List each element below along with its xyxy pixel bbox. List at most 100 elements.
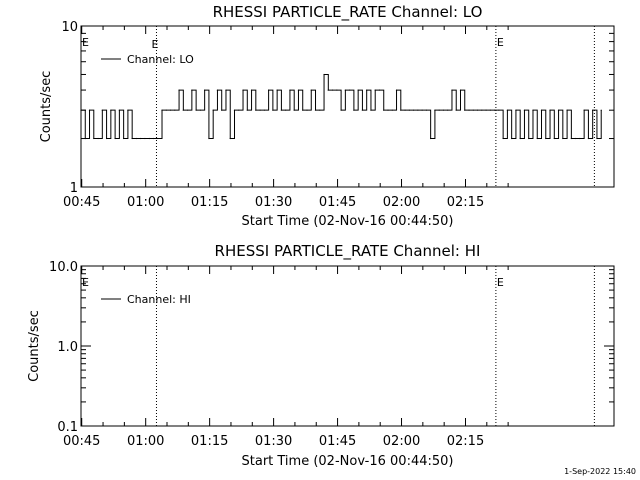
- data-point: [472, 109, 474, 111]
- data-point: [280, 109, 283, 111]
- data-point: [455, 109, 457, 111]
- x-tick-label: 01:45: [319, 195, 356, 210]
- data-point: [494, 109, 496, 111]
- data-point: [515, 109, 517, 111]
- data-point: [523, 109, 526, 111]
- data-point: [528, 137, 530, 140]
- data-point: [135, 137, 138, 140]
- x-tick-label: 01:00: [127, 434, 164, 449]
- data-point: [110, 109, 112, 111]
- data-point: [310, 89, 312, 91]
- y-tick-label: 1.0: [57, 340, 78, 355]
- data-point: [489, 109, 491, 111]
- data-point: [88, 109, 91, 111]
- data-point: [344, 89, 346, 91]
- data-point: [97, 137, 99, 140]
- data-point: [592, 109, 594, 111]
- data-point: [545, 137, 547, 140]
- data-point: [583, 109, 585, 111]
- data-point: [442, 109, 445, 111]
- data-point: [323, 73, 325, 76]
- data-point: [174, 109, 176, 111]
- data-point: [221, 109, 223, 111]
- y-axis-label: Counts/sec: [39, 71, 54, 143]
- data-point: [140, 137, 142, 140]
- data-point: [349, 89, 351, 91]
- x-tick-label: 01:15: [191, 434, 228, 449]
- y-tick-label: 1: [70, 181, 78, 196]
- data-point: [259, 109, 261, 111]
- data-point: [566, 109, 568, 111]
- data-point: [421, 109, 423, 111]
- data-point: [148, 137, 150, 140]
- data-point: [306, 109, 308, 111]
- x-tick-label: 00:45: [63, 195, 100, 210]
- data-point: [391, 109, 393, 111]
- data-point: [242, 89, 244, 91]
- x-tick-label: 01:15: [191, 195, 228, 210]
- series-line-0: [81, 73, 602, 140]
- x-axis-label: Start Time (02-Nov-16 00:44:50): [242, 454, 454, 469]
- data-point: [276, 89, 278, 91]
- data-point: [101, 109, 103, 111]
- data-point: [506, 109, 508, 111]
- data-point: [327, 89, 329, 91]
- data-point: [395, 89, 398, 91]
- data-point: [169, 109, 172, 111]
- data-point: [250, 89, 253, 91]
- data-point: [182, 109, 184, 111]
- data-point: [417, 109, 419, 111]
- data-point: [464, 109, 466, 111]
- data-point: [123, 137, 125, 140]
- data-point: [438, 109, 440, 111]
- data-point: [485, 109, 487, 111]
- data-point: [165, 109, 167, 111]
- data-point: [285, 109, 287, 111]
- y-tick-label: 0.1: [57, 420, 78, 435]
- x-tick-label: 01:30: [255, 195, 292, 210]
- corner-e-label: E: [82, 276, 89, 289]
- x-tick-label: 02:15: [447, 434, 484, 449]
- data-point: [447, 109, 449, 111]
- legend-entry: Channel: LO: [127, 53, 194, 66]
- data-point: [383, 109, 385, 111]
- data-point: [229, 137, 231, 140]
- data-point: [204, 89, 206, 91]
- data-point: [408, 109, 410, 111]
- y-tick-label: 10.0: [49, 260, 78, 275]
- event-marker-label: E: [151, 38, 158, 51]
- data-point: [549, 109, 551, 111]
- data-point: [263, 109, 265, 111]
- data-point: [498, 109, 500, 111]
- data-point: [366, 89, 368, 91]
- data-point: [511, 137, 513, 140]
- data-point: [587, 137, 590, 140]
- x-axis-label: Start Time (02-Nov-16 00:44:50): [242, 214, 454, 229]
- data-point: [272, 109, 274, 111]
- chart-title: RHESSI PARTICLE_RATE Channel: HI: [215, 242, 481, 261]
- data-point: [459, 89, 462, 91]
- plot-frame: [80, 265, 615, 427]
- plot-frame: [80, 25, 615, 188]
- y-tick-label: 10: [61, 20, 78, 35]
- chart-panel-hi: RHESSI PARTICLE_RATE Channel: HI 00:45 01:…: [27, 242, 615, 469]
- data-point: [246, 109, 248, 111]
- data-point: [105, 137, 108, 140]
- data-point: [476, 109, 479, 111]
- data-point: [238, 109, 240, 111]
- data-point: [212, 109, 214, 111]
- data-point: [430, 137, 432, 140]
- data-point: [600, 109, 602, 111]
- data-point: [255, 109, 257, 111]
- x-tick-label: 02:00: [383, 195, 420, 210]
- data-point: [336, 89, 338, 91]
- data-point: [208, 137, 210, 140]
- data-point: [289, 89, 291, 91]
- data-point: [596, 137, 598, 140]
- x-tick-label: 01:00: [127, 195, 164, 210]
- data-point: [118, 109, 120, 111]
- data-point: [319, 109, 321, 111]
- data-point: [293, 109, 295, 111]
- data-point: [357, 89, 359, 91]
- data-point: [378, 89, 381, 91]
